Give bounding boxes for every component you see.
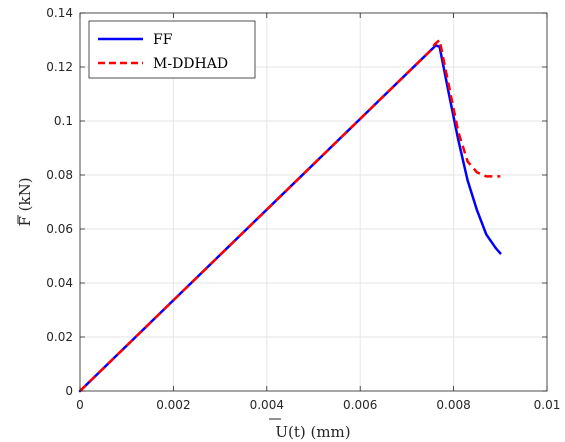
y-tick-label: 0.04 [46,276,73,290]
legend: FF M-DDHAD [88,20,256,79]
y-tick-label: 0.06 [46,222,73,236]
x-tick-label: 0 [76,398,84,412]
y-axis-label: F (kN) [16,177,34,226]
y-tick-label: 0.14 [46,6,73,20]
y-axis-label-group: F (kN) [16,177,34,226]
x-tick-label: 0.01 [534,398,561,412]
x-axis-label: U(t) (mm) [275,423,350,441]
plot-area-border [79,12,548,392]
x-tick-label: 0.006 [343,398,377,412]
legend-box [88,20,256,79]
y-tick-label: 0 [65,384,73,398]
y-tick-label: 0.12 [46,60,73,74]
series-line-m-ddhad [79,38,501,392]
y-tick-label: 0.08 [46,168,73,182]
x-tick-label: 0.004 [250,398,284,412]
legend-label-ff: FF [153,32,173,48]
y-tick-label: 0.1 [54,114,73,128]
x-tick-label: 0.008 [436,398,470,412]
y-tick-label: 0.02 [46,330,73,344]
plot-lines [78,38,502,393]
tick-labels: 0 0.002 0.004 0.006 0.008 0.01 0 0.02 0.04 0.06 0.… [46,6,560,412]
series-line-ff [78,44,502,393]
legend-label-m-ddhad: M-DDHAD [153,56,228,72]
ticks [79,12,548,392]
x-tick-label: 0.002 [156,398,190,412]
